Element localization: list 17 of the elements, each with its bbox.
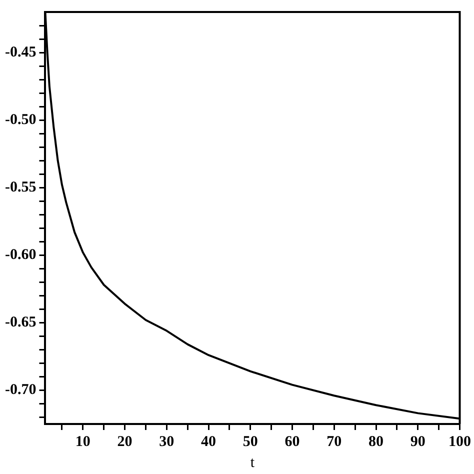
y-tick-label: -0.70 xyxy=(4,382,36,398)
x-tick-label: 60 xyxy=(284,434,300,450)
x-tick-label: 20 xyxy=(117,434,132,450)
x-tick-label: 40 xyxy=(201,434,216,450)
y-tick-label: -0.60 xyxy=(4,247,36,264)
y-tick-label: -0.55 xyxy=(4,179,36,196)
x-tick-label: 100 xyxy=(448,434,471,450)
x-tick-label: 80 xyxy=(368,434,384,450)
x-tick-label: 70 xyxy=(326,434,342,450)
x-tick-label: 90 xyxy=(410,434,426,450)
x-axis-title: t xyxy=(250,454,256,471)
y-tick-label: -0.45 xyxy=(4,44,36,60)
x-tick-label: 50 xyxy=(242,434,258,450)
y-tick-label: -0.50 xyxy=(4,112,36,128)
x-tick-label: 30 xyxy=(159,434,174,450)
x-tick-label: 10 xyxy=(75,434,90,450)
y-tick-label: -0.65 xyxy=(4,314,36,331)
